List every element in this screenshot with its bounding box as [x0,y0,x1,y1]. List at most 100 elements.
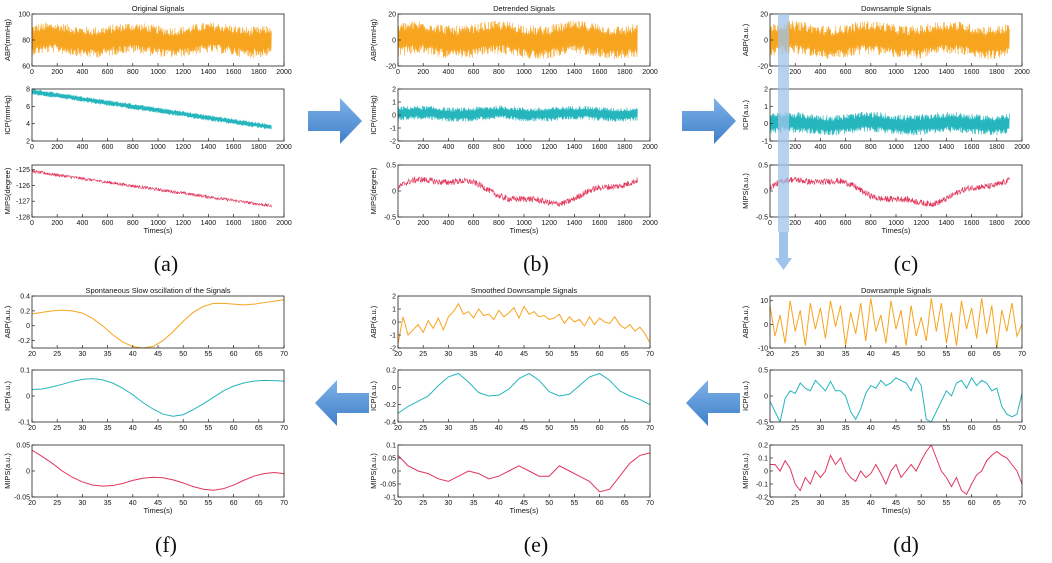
x-tick-label: 50 [917,351,925,358]
y-tick-label: -0.05 [380,482,396,489]
x-tick-label: 65 [993,500,1001,507]
x-tick-label: 400 [443,69,455,76]
x-tick-label: 20 [28,351,36,358]
arrow-a-to-b [308,98,362,144]
x-tick-label: 60 [968,425,976,432]
x-tick-label: 1600 [964,144,980,151]
x-tick-label: 35 [104,425,112,432]
x-tick-label: 60 [968,500,976,507]
x-axis-label: Times(s) [510,506,539,515]
x-tick-label: 200 [417,220,429,227]
y-axis-label: MIPS(a.u.) [741,453,750,489]
x-tick-label: 1200 [175,69,191,76]
x-tick-label: 55 [205,500,213,507]
x-tick-label: 1600 [592,69,608,76]
y-tick-label: 100 [18,12,30,19]
subplot-c-mips: 0 200 400 600 800 1000 1200 1400 1600 1800 2000 -0.… [741,163,1030,236]
x-tick-label: 40 [129,351,137,358]
y-tick-label: -1 [762,139,768,146]
y-tick-label: -0.5 [384,215,396,222]
x-tick-label: 45 [892,500,900,507]
series-line-icp [32,89,272,130]
x-tick-label: 35 [842,425,850,432]
y-tick-label: -2 [390,139,396,146]
plot-frame [397,369,651,423]
x-tick-label: 60 [230,500,238,507]
y-tick-label: 0 [26,394,30,401]
x-tick-label: 800 [493,220,505,227]
series-line-mips [398,175,638,207]
x-tick-label: 20 [766,500,774,507]
y-axis-label: MIPS(degree) [3,167,12,214]
x-tick-label: 600 [102,144,114,151]
y-tick-label: 8 [26,87,30,94]
x-tick-label: 70 [280,351,288,358]
x-tick-label: 200 [51,69,63,76]
x-tick-label: 1000 [516,144,532,151]
y-tick-label: 60 [22,64,30,71]
y-tick-label: 0.1 [386,443,396,450]
x-tick-label: 45 [154,351,162,358]
x-axis-label: Times(s) [144,226,173,235]
x-tick-label: 40 [495,425,503,432]
y-tick-label: 0.4 [20,294,30,301]
x-tick-label: 1600 [964,69,980,76]
x-tick-label: 1000 [888,220,904,227]
x-tick-label: 25 [791,500,799,507]
x-tick-label: 2000 [642,144,658,151]
x-tick-label: 30 [79,351,87,358]
y-tick-label: -126 [16,183,30,190]
subplot-e-abp: 20 25 30 35 40 45 50 55 60 65 70 -2 -1 0 1 2 ABP(a.u.) Sm… [369,286,654,358]
y-axis-label: ABP(a.u.) [369,305,378,338]
panel-d: 20 25 30 35 40 45 50 55 60 65 70 -10 0 10 ABP(a.u.) Dow… [741,286,1026,515]
x-tick-label: 70 [280,425,288,432]
y-tick-label: -128 [16,215,30,222]
x-tick-label: 1000 [888,69,904,76]
x-tick-label: 40 [867,351,875,358]
y-axis-label: ABP(a.u.) [741,23,750,56]
y-tick-label: 0.2 [20,308,30,315]
series-line-abp [770,298,1022,348]
y-tick-label: 0.05 [382,456,396,463]
subplot-b-abp: 0 200 400 600 800 1000 1200 1400 1600 1800 2000-20… [369,4,658,76]
x-tick-label: 400 [77,69,89,76]
x-tick-label: 65 [255,500,263,507]
x-tick-label: 600 [102,69,114,76]
x-tick-label: 65 [621,425,629,432]
subplot-d-abp: 20 25 30 35 40 45 50 55 60 65 70 -10 0 10 ABP(a.u.) Dow… [741,286,1026,358]
x-tick-label: 1800 [251,69,267,76]
plot-frame [397,295,651,349]
y-axis-label: ABP(a.u.) [3,305,12,338]
y-axis-label: MIPS(a.u.) [741,173,750,209]
x-tick-label: 600 [840,220,852,227]
x-tick-label: 20 [28,425,36,432]
x-tick-label: 1800 [251,220,267,227]
y-tick-label: -0.1 [384,495,396,502]
plot-frame [397,444,651,498]
y-axis-label: ICP(a.u.) [369,380,378,411]
x-tick-label: 1400 [567,220,583,227]
y-tick-label: 1 [764,104,768,111]
x-tick-label: 2000 [1014,69,1030,76]
x-tick-label: 1800 [989,69,1005,76]
x-tick-label: 800 [493,144,505,151]
y-tick-label: -0.05 [14,495,30,502]
x-tick-label: 45 [154,425,162,432]
x-tick-label: 70 [1018,425,1026,432]
x-tick-label: 800 [865,69,877,76]
y-tick-label: 2 [392,294,396,301]
series-line-abp [398,302,650,345]
y-tick-label: 0 [26,323,30,330]
y-tick-label: 0.05 [16,443,30,450]
subplot-a-mips: 0 200 400 600 800 1000 1200 1400 1600 1800 2000 -12… [3,164,292,235]
panel-label-e: (e) [523,532,549,557]
x-tick-label: 2000 [276,220,292,227]
x-tick-label: 1200 [541,69,557,76]
x-tick-label: 60 [596,425,604,432]
y-tick-label: 1 [392,307,396,314]
x-tick-label: 1400 [939,69,955,76]
y-tick-label: 0 [392,38,396,45]
x-tick-label: 55 [205,425,213,432]
x-tick-label: 25 [53,351,61,358]
x-tick-label: 35 [470,351,478,358]
